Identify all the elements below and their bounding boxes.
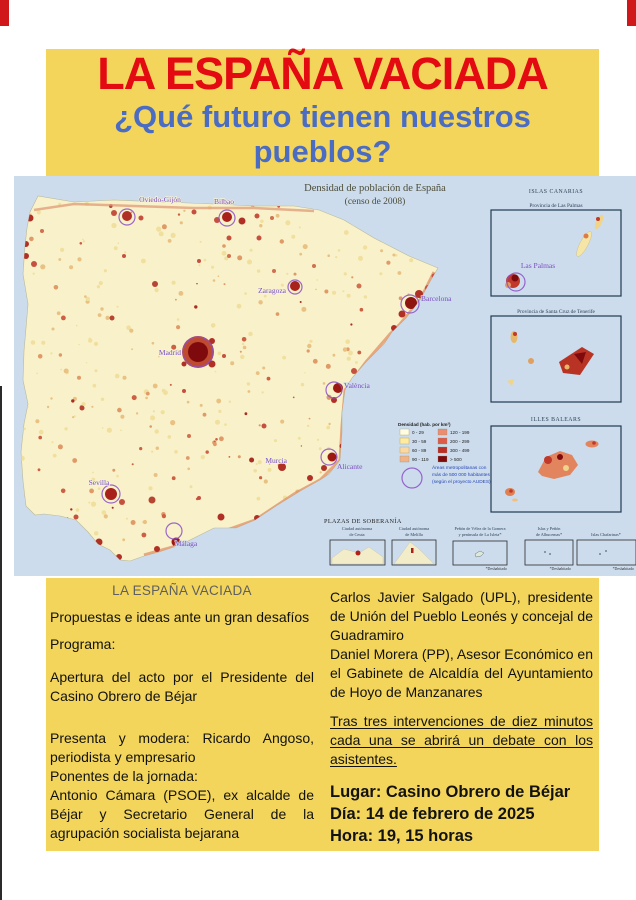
legend-range-5: 200 - 299 <box>450 439 470 444</box>
poster-subtitle-line1: ¿Qué futuro tienen nuestros <box>114 99 531 134</box>
red-corner-mark-right <box>627 0 636 26</box>
map-title-line2: (censo de 2008) <box>345 196 406 207</box>
city-label-sevilla: Sevilla <box>89 478 111 487</box>
city-label-las-palmas: Las Palmas <box>521 261 555 270</box>
city-label-alicante: Alicante <box>337 462 363 471</box>
details-right-column: Carlos Javier Salgado (UPL), presidente … <box>330 588 593 847</box>
event-details: LA ESPAÑA VACIADA Propuestas e ideas ant… <box>46 578 599 851</box>
balears-title: ILLES BALEARS <box>531 417 581 423</box>
city-label-madrid: Madrid <box>159 348 181 357</box>
legend-range-0: 0 - 29 <box>412 430 424 435</box>
legend-swatch-4 <box>437 428 448 436</box>
red-corner-mark-left <box>0 0 9 26</box>
program-item-ponentes-label: Ponentes de la jornada: <box>50 768 198 784</box>
legend-range-7: > 500 <box>450 457 462 462</box>
plaza-2-footnote: *Deshabitado <box>486 567 507 571</box>
city-label-malaga: Málaga <box>175 539 198 548</box>
legend-swatch-6 <box>437 446 448 454</box>
spain-density-map-svg: Densidad de población de España (censo d… <box>14 176 636 576</box>
city-label-murcia: Murcia <box>265 456 287 465</box>
plaza-4-footnote: *Deshabitado <box>613 567 634 571</box>
details-heading: LA ESPAÑA VACIADA <box>112 583 252 598</box>
legend-range-6: 300 - 499 <box>450 448 470 453</box>
legend-swatch-1 <box>399 437 410 445</box>
city-label-zaragoza: Zaragoza <box>258 286 287 295</box>
program-item-antonio-camara: Antonio Cámara (PSOE), ex alcalde de Béj… <box>50 787 314 841</box>
metro-note-line3: (según el proyecto AUDES) <box>432 479 491 485</box>
map-title-line1: Densidad de población de España <box>304 183 446 194</box>
legend-swatch-2 <box>399 446 410 454</box>
metro-note-line2: más de 500 000 habitantes <box>432 472 490 478</box>
plaza-3-footnote: *Deshabitado <box>550 567 571 571</box>
speaker-daniel-morera: Daniel Morera (PP), Asesor Económico en … <box>330 646 593 700</box>
plaza-3-title1: Islas y Peñón <box>538 526 562 531</box>
density-blobs <box>23 202 437 560</box>
canarias-title: ISLAS CANARIAS <box>529 189 583 195</box>
program-item-presenta: Presenta y modera: Ricardo Angoso, perio… <box>50 730 314 765</box>
poster-title: LA ESPAÑA VACIADA <box>97 48 549 99</box>
legend-range-3: 90 - 119 <box>412 457 429 462</box>
event-time: Hora: 19, 15 horas <box>330 827 474 845</box>
program-item-apertura: Apertura del acto por el Presidente del … <box>50 669 314 704</box>
plaza-3-title2: de Alhucemas* <box>536 532 562 537</box>
las-palmas-subtitle: Provincia de Las Palmas <box>529 203 582 209</box>
metro-rings <box>101 208 420 540</box>
plaza-1-title1: Ciudad autónoma <box>399 526 430 531</box>
program-label: Programa: <box>50 636 116 652</box>
event-date: Día: 14 de febrero de 2025 <box>330 805 535 823</box>
poster-header: LA ESPAÑA VACIADA ¿Qué futuro tienen nue… <box>46 49 599 176</box>
density-legend: Densidad (hab. por km²) 0 - 29 30 - 59 6… <box>398 422 470 463</box>
legend-swatch-0 <box>399 428 410 436</box>
legend-swatch-5 <box>437 437 448 445</box>
city-label-bilbao: Bilbao <box>214 197 234 206</box>
details-intro: Propuestas e ideas ante un gran desafíos <box>50 609 310 625</box>
plaza-4-title1: Islas Chafarinas* <box>591 532 621 537</box>
plaza-2-title2: y península de La Isleta* <box>459 532 502 537</box>
plaza-2-title1: Peñón de Vélez de la Gomera <box>454 526 505 531</box>
poster-subtitle-line2: pueblos? <box>253 134 392 169</box>
plaza-1-title2: de Melilla <box>405 532 423 537</box>
inset-balears: ILLES BALEARS <box>490 417 622 513</box>
city-label-barcelona: Barcelona <box>421 294 452 303</box>
legend-heading: Densidad (hab. por km²) <box>398 422 451 427</box>
event-venue: Lugar: Casino Obrero de Béjar <box>330 783 571 801</box>
event-logistics: Lugar: Casino Obrero de Béjar Día: 14 de… <box>330 781 593 847</box>
page-edge-line <box>0 386 2 900</box>
legend-range-1: 30 - 59 <box>412 439 427 444</box>
plaza-0-title2: de Ceuta <box>349 532 364 537</box>
legend-swatch-7 <box>437 455 448 463</box>
inset-canarias-las-palmas: ISLAS CANARIAS Provincia de Las Palmas L… <box>490 189 622 297</box>
poster-subtitle: ¿Qué futuro tienen nuestros pueblos? <box>46 99 599 169</box>
plazas-de-soberania: PLAZAS DE SOBERANÍA Ciudad autónoma de C… <box>324 517 636 571</box>
speaker-carlos-salgado: Carlos Javier Salgado (UPL), presidente … <box>330 589 593 643</box>
debate-note: Tras tres intervenciones de diez minutos… <box>330 713 593 767</box>
metro-note: Áreas metropolitanas con más de 500 000 … <box>401 464 491 489</box>
tenerife-subtitle: Provincia de Santa Cruz de Tenerife <box>517 308 595 315</box>
legend-range-4: 120 - 199 <box>450 430 470 435</box>
plaza-0-title1: Ciudad autónoma <box>342 526 373 531</box>
plazas-heading: PLAZAS DE SOBERANÍA <box>324 517 402 525</box>
legend-swatch-3 <box>399 455 410 463</box>
inset-canarias-tenerife: Provincia de Santa Cruz de Tenerife <box>490 308 622 403</box>
city-label-valencia: València <box>344 381 370 390</box>
population-density-map: Densidad de población de España (censo d… <box>14 176 636 576</box>
metro-note-line1: Áreas metropolitanas con <box>432 464 487 471</box>
city-label-oviedo-gijon: Oviedo-Gijón <box>139 195 181 204</box>
legend-range-2: 60 - 89 <box>412 448 427 453</box>
details-left-column: LA ESPAÑA VACIADA Propuestas e ideas ant… <box>50 581 314 843</box>
